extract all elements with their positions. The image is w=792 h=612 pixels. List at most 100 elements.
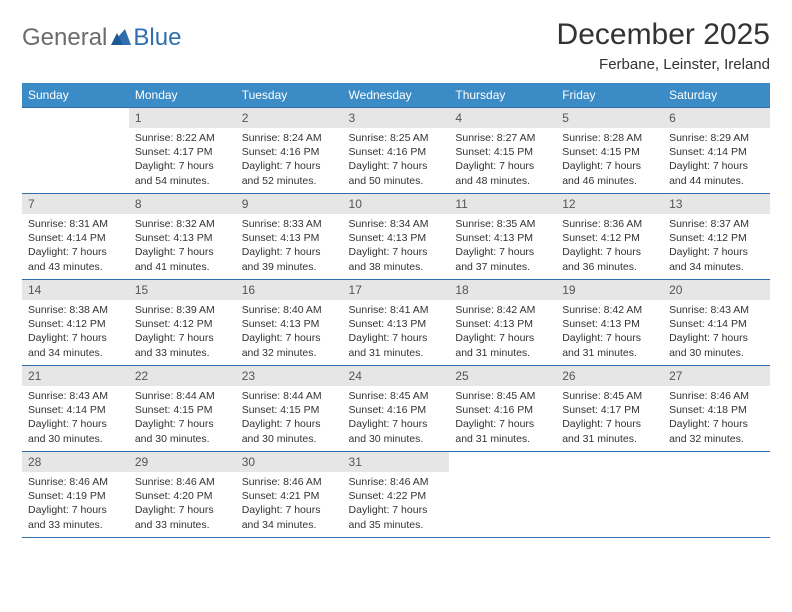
calendar-day-cell: 3Sunrise: 8:25 AMSunset: 4:16 PMDaylight… [343,108,450,194]
day-details: Sunrise: 8:41 AMSunset: 4:13 PMDaylight:… [343,300,450,364]
weekday-header-row: SundayMondayTuesdayWednesdayThursdayFrid… [22,83,770,108]
calendar-day-cell: 7Sunrise: 8:31 AMSunset: 4:14 PMDaylight… [22,194,129,280]
day-number: 8 [129,194,236,214]
day-details: Sunrise: 8:35 AMSunset: 4:13 PMDaylight:… [449,214,556,278]
day-number: 24 [343,366,450,386]
calendar-day-cell: .. [22,108,129,194]
calendar-week-row: 7Sunrise: 8:31 AMSunset: 4:14 PMDaylight… [22,194,770,280]
day-details: Sunrise: 8:40 AMSunset: 4:13 PMDaylight:… [236,300,343,364]
day-details: Sunrise: 8:44 AMSunset: 4:15 PMDaylight:… [236,386,343,450]
calendar-day-cell: 27Sunrise: 8:46 AMSunset: 4:18 PMDayligh… [663,366,770,452]
day-details: Sunrise: 8:45 AMSunset: 4:17 PMDaylight:… [556,386,663,450]
day-number: 18 [449,280,556,300]
calendar-day-cell: 22Sunrise: 8:44 AMSunset: 4:15 PMDayligh… [129,366,236,452]
calendar-day-cell: 19Sunrise: 8:42 AMSunset: 4:13 PMDayligh… [556,280,663,366]
title-block: December 2025 Ferbane, Leinster, Ireland [557,18,770,73]
day-number: 21 [22,366,129,386]
calendar-day-cell: 12Sunrise: 8:36 AMSunset: 4:12 PMDayligh… [556,194,663,280]
weekday-header: Saturday [663,83,770,108]
calendar-day-cell: 18Sunrise: 8:42 AMSunset: 4:13 PMDayligh… [449,280,556,366]
weekday-header: Tuesday [236,83,343,108]
day-details: Sunrise: 8:43 AMSunset: 4:14 PMDaylight:… [22,386,129,450]
location-subtitle: Ferbane, Leinster, Ireland [557,56,770,73]
calendar-day-cell: 28Sunrise: 8:46 AMSunset: 4:19 PMDayligh… [22,452,129,538]
calendar-day-cell: 17Sunrise: 8:41 AMSunset: 4:13 PMDayligh… [343,280,450,366]
calendar-day-cell: 21Sunrise: 8:43 AMSunset: 4:14 PMDayligh… [22,366,129,452]
calendar-day-cell: 23Sunrise: 8:44 AMSunset: 4:15 PMDayligh… [236,366,343,452]
day-number: 7 [22,194,129,214]
day-number: 22 [129,366,236,386]
day-number: 20 [663,280,770,300]
day-details: Sunrise: 8:24 AMSunset: 4:16 PMDaylight:… [236,128,343,192]
day-number: 13 [663,194,770,214]
weekday-header: Sunday [22,83,129,108]
calendar-day-cell: 15Sunrise: 8:39 AMSunset: 4:12 PMDayligh… [129,280,236,366]
calendar-day-cell: 5Sunrise: 8:28 AMSunset: 4:15 PMDaylight… [556,108,663,194]
day-details: Sunrise: 8:45 AMSunset: 4:16 PMDaylight:… [449,386,556,450]
day-details: Sunrise: 8:32 AMSunset: 4:13 PMDaylight:… [129,214,236,278]
day-details: Sunrise: 8:42 AMSunset: 4:13 PMDaylight:… [556,300,663,364]
day-details: Sunrise: 8:29 AMSunset: 4:14 PMDaylight:… [663,128,770,192]
calendar-table: SundayMondayTuesdayWednesdayThursdayFrid… [22,83,770,538]
day-number: 29 [129,452,236,472]
day-number: 3 [343,108,450,128]
day-details: Sunrise: 8:22 AMSunset: 4:17 PMDaylight:… [129,128,236,192]
calendar-week-row: 28Sunrise: 8:46 AMSunset: 4:19 PMDayligh… [22,452,770,538]
logo-mark-icon [111,27,131,50]
calendar-day-cell: 31Sunrise: 8:46 AMSunset: 4:22 PMDayligh… [343,452,450,538]
day-details: Sunrise: 8:46 AMSunset: 4:20 PMDaylight:… [129,472,236,536]
calendar-day-cell: 25Sunrise: 8:45 AMSunset: 4:16 PMDayligh… [449,366,556,452]
calendar-day-cell: 8Sunrise: 8:32 AMSunset: 4:13 PMDaylight… [129,194,236,280]
calendar-day-cell: 29Sunrise: 8:46 AMSunset: 4:20 PMDayligh… [129,452,236,538]
day-number: 4 [449,108,556,128]
day-details: Sunrise: 8:46 AMSunset: 4:22 PMDaylight:… [343,472,450,536]
day-details: Sunrise: 8:46 AMSunset: 4:19 PMDaylight:… [22,472,129,536]
calendar-day-cell: .. [556,452,663,538]
day-details: Sunrise: 8:39 AMSunset: 4:12 PMDaylight:… [129,300,236,364]
calendar-day-cell: 1Sunrise: 8:22 AMSunset: 4:17 PMDaylight… [129,108,236,194]
calendar-day-cell: 2Sunrise: 8:24 AMSunset: 4:16 PMDaylight… [236,108,343,194]
weekday-header: Thursday [449,83,556,108]
page-title: December 2025 [557,18,770,52]
day-number: 19 [556,280,663,300]
day-number: 16 [236,280,343,300]
calendar-day-cell: .. [663,452,770,538]
day-details: Sunrise: 8:34 AMSunset: 4:13 PMDaylight:… [343,214,450,278]
day-details: Sunrise: 8:27 AMSunset: 4:15 PMDaylight:… [449,128,556,192]
calendar-day-cell: 30Sunrise: 8:46 AMSunset: 4:21 PMDayligh… [236,452,343,538]
day-details: Sunrise: 8:43 AMSunset: 4:14 PMDaylight:… [663,300,770,364]
calendar-day-cell: 20Sunrise: 8:43 AMSunset: 4:14 PMDayligh… [663,280,770,366]
day-number: 15 [129,280,236,300]
day-number: 5 [556,108,663,128]
day-details: Sunrise: 8:46 AMSunset: 4:18 PMDaylight:… [663,386,770,450]
day-number: 25 [449,366,556,386]
weekday-header: Friday [556,83,663,108]
calendar-day-cell: 4Sunrise: 8:27 AMSunset: 4:15 PMDaylight… [449,108,556,194]
day-details: Sunrise: 8:33 AMSunset: 4:13 PMDaylight:… [236,214,343,278]
calendar-day-cell: 26Sunrise: 8:45 AMSunset: 4:17 PMDayligh… [556,366,663,452]
day-details: Sunrise: 8:45 AMSunset: 4:16 PMDaylight:… [343,386,450,450]
calendar-day-cell: 6Sunrise: 8:29 AMSunset: 4:14 PMDaylight… [663,108,770,194]
weekday-header: Monday [129,83,236,108]
day-number: 12 [556,194,663,214]
day-number: 28 [22,452,129,472]
calendar-week-row: ..1Sunrise: 8:22 AMSunset: 4:17 PMDaylig… [22,108,770,194]
calendar-day-cell: .. [449,452,556,538]
day-number: 11 [449,194,556,214]
day-details: Sunrise: 8:31 AMSunset: 4:14 PMDaylight:… [22,214,129,278]
day-number: 2 [236,108,343,128]
day-details: Sunrise: 8:38 AMSunset: 4:12 PMDaylight:… [22,300,129,364]
day-details: Sunrise: 8:25 AMSunset: 4:16 PMDaylight:… [343,128,450,192]
day-details: Sunrise: 8:28 AMSunset: 4:15 PMDaylight:… [556,128,663,192]
day-number: 14 [22,280,129,300]
calendar-day-cell: 11Sunrise: 8:35 AMSunset: 4:13 PMDayligh… [449,194,556,280]
calendar-day-cell: 16Sunrise: 8:40 AMSunset: 4:13 PMDayligh… [236,280,343,366]
day-number: 10 [343,194,450,214]
day-number: 23 [236,366,343,386]
day-details: Sunrise: 8:36 AMSunset: 4:12 PMDaylight:… [556,214,663,278]
calendar-day-cell: 14Sunrise: 8:38 AMSunset: 4:12 PMDayligh… [22,280,129,366]
day-details: Sunrise: 8:37 AMSunset: 4:12 PMDaylight:… [663,214,770,278]
weekday-header: Wednesday [343,83,450,108]
logo-text-general: General [22,24,107,52]
day-number: 1 [129,108,236,128]
